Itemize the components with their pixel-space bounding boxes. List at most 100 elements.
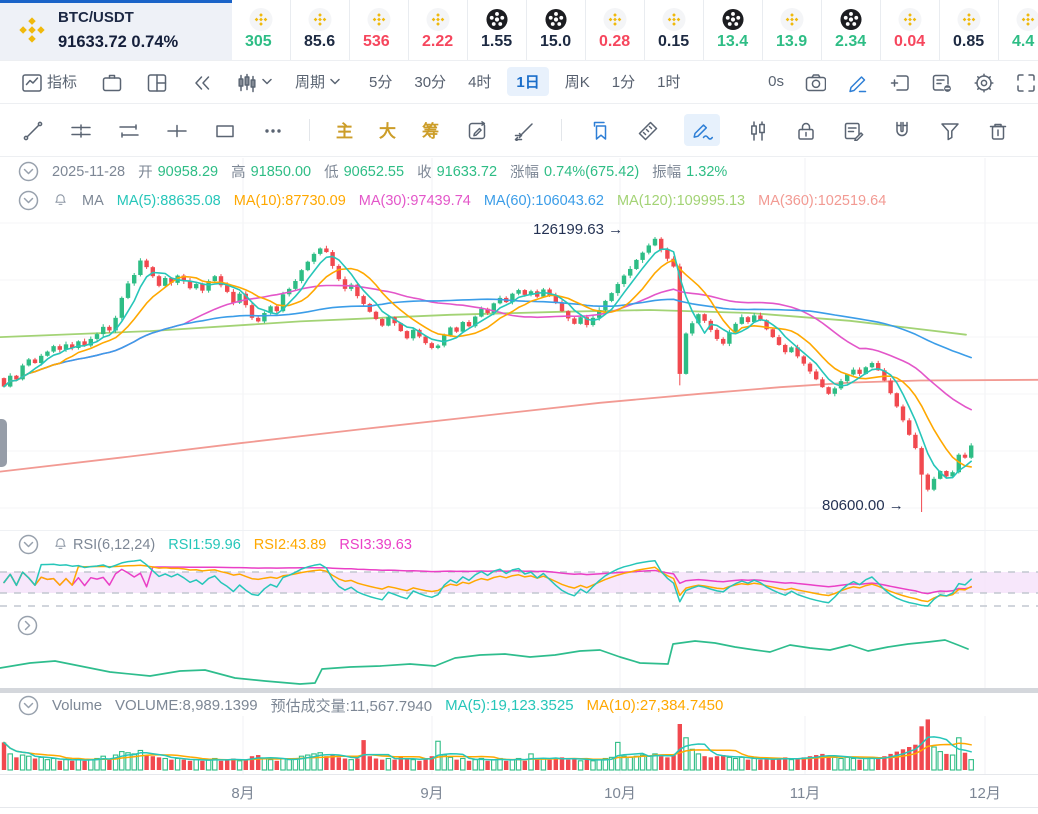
layout-button[interactable] xyxy=(145,71,167,93)
ma-legend-items: MA(5):88635.08 MA(10):87730.09 MA(30):9743… xyxy=(117,193,887,209)
gear-icon xyxy=(974,72,994,93)
ma-legend-item: MA(10):87730.09 xyxy=(233,192,346,209)
lock-drawings-button[interactable] xyxy=(794,119,816,141)
rewind-icon xyxy=(195,75,210,90)
ticker-item[interactable]: 15.0 xyxy=(527,0,586,60)
expand-pane-chevron-icon[interactable] xyxy=(17,615,38,636)
alert-bell-icon[interactable] xyxy=(52,192,69,209)
parallel-line-tool[interactable] xyxy=(117,119,139,141)
indicator-chart-icon xyxy=(22,73,42,92)
freehand-draw-tool[interactable] xyxy=(684,113,720,146)
volume-pane-canvas[interactable] xyxy=(0,716,1038,774)
screenshot-button[interactable] xyxy=(804,71,826,93)
main-chart-canvas[interactable] xyxy=(0,158,1038,530)
indicators-button[interactable]: 指标 xyxy=(20,71,77,93)
rectangle-tool[interactable] xyxy=(213,119,235,141)
bookmark-button[interactable] xyxy=(588,119,610,141)
ticker-item[interactable]: 13.4 xyxy=(704,0,763,60)
timeframe-30分[interactable]: 30分 xyxy=(414,74,447,91)
arrow-right-icon: → xyxy=(888,497,904,514)
drawing-list-button[interactable] xyxy=(842,119,864,141)
rsi-pane-canvas[interactable] xyxy=(0,530,1038,615)
timeframe-周K[interactable]: 周K xyxy=(564,74,590,91)
edit-loop-button[interactable] xyxy=(465,119,487,141)
market-wheel-icon xyxy=(486,8,509,31)
cross-line-icon xyxy=(167,124,187,137)
pane-resize-divider[interactable] xyxy=(0,688,1038,693)
collapse-chevron-icon[interactable] xyxy=(18,534,39,555)
ticker-item[interactable]: 2.22 xyxy=(409,0,468,60)
add-pane-button[interactable] xyxy=(888,71,910,93)
timeframe-1时[interactable]: 1时 xyxy=(657,74,681,91)
period-dropdown[interactable]: 周期 xyxy=(295,71,340,92)
collapsed-indicator-canvas[interactable] xyxy=(0,614,1038,688)
timeframe-4时[interactable]: 4时 xyxy=(468,74,492,91)
binance-icon xyxy=(898,8,922,31)
ticker-item[interactable]: 305 xyxy=(232,0,291,60)
ruler-tool[interactable] xyxy=(636,119,658,141)
settings-button[interactable] xyxy=(972,71,994,93)
binance-icon xyxy=(662,8,686,31)
more-tools-button[interactable] xyxy=(261,119,283,141)
ma-title: MA xyxy=(82,192,104,209)
main-chart-tab[interactable]: 主 xyxy=(336,122,353,141)
trend-line-tool[interactable] xyxy=(21,119,43,141)
axis-month-label: 9月 xyxy=(420,785,444,802)
funnel-icon xyxy=(941,122,959,140)
collapse-chevron-icon[interactable] xyxy=(18,695,39,716)
replay-speed-button[interactable]: 0s xyxy=(768,73,784,90)
add-pane-icon xyxy=(890,74,909,91)
draw-mode-button[interactable] xyxy=(846,71,868,93)
collapse-chevron-icon[interactable] xyxy=(18,190,39,211)
delete-drawings-button[interactable] xyxy=(986,119,1008,141)
chart-style-button[interactable] xyxy=(235,71,272,93)
timeframe-1日[interactable]: 1日 xyxy=(507,67,549,96)
symbol-card[interactable]: BTC/USDT 91633.72 0.74% xyxy=(0,0,232,60)
symbol-card-accent xyxy=(0,0,232,3)
binance-icon xyxy=(603,8,627,31)
volume-title: Volume xyxy=(52,697,103,714)
axis-month-label: 11月 xyxy=(789,785,821,802)
time-axis[interactable]: 8月 9月 10月 11月 12月 xyxy=(0,774,1038,808)
replay-rewind-button[interactable] xyxy=(190,71,212,93)
alert-bell-icon[interactable] xyxy=(52,536,69,553)
ticker-item[interactable]: 2.34 xyxy=(822,0,881,60)
collapse-chevron-icon[interactable] xyxy=(18,161,39,182)
ticker-item[interactable]: 1.55 xyxy=(468,0,527,60)
horizontal-line-tool[interactable] xyxy=(69,119,91,141)
ticker-item[interactable]: 4.4 xyxy=(999,0,1038,60)
ticker-item[interactable]: 0.04 xyxy=(881,0,940,60)
ohlc-close: 91633.72 xyxy=(436,163,498,180)
big-chart-tab[interactable]: 大 xyxy=(379,122,396,141)
ticker-item[interactable]: 536 xyxy=(350,0,409,60)
ohlc-row: 2025-11-28 开 90958.29 高 91850.00 低 90652.55… xyxy=(18,161,727,182)
drawing-toolbar: 主 大 筹 xyxy=(0,103,1038,157)
ticker-item[interactable]: 0.85 xyxy=(940,0,999,60)
ticker-item[interactable]: 85.6 xyxy=(291,0,350,60)
split-layout-icon xyxy=(147,73,167,92)
hide-orders-button[interactable] xyxy=(930,71,952,93)
ticker-price: 4.4 xyxy=(1012,33,1035,50)
ticker-price: 15.0 xyxy=(540,33,572,50)
compare-candles-button[interactable] xyxy=(746,119,768,141)
volume-estimate: 预估成交量:11,567.7940 xyxy=(270,698,433,715)
bookmark-icon xyxy=(593,121,607,140)
timeframe-strip: 5分 30分 4时 1日 周K 1分 1时 xyxy=(363,67,686,96)
chips-tab[interactable]: 筹 xyxy=(422,122,439,141)
ticker-price: 85.6 xyxy=(304,33,336,50)
timeframe-5分[interactable]: 5分 xyxy=(369,74,393,91)
timeframe-1分[interactable]: 1分 xyxy=(611,74,636,91)
ticker-item[interactable]: 0.28 xyxy=(586,0,645,60)
cross-line-tool[interactable] xyxy=(165,119,187,141)
ticker-item[interactable]: 0.15 xyxy=(645,0,704,60)
left-scrollbar-thumb[interactable] xyxy=(0,419,7,467)
measure-tool[interactable] xyxy=(513,119,535,141)
ma-legend-item: MA(360):102519.64 xyxy=(758,192,887,209)
filter-drawings-button[interactable] xyxy=(938,119,960,141)
ticker-item[interactable]: 13.9 xyxy=(763,0,822,60)
magnet-button[interactable] xyxy=(890,119,912,141)
fullscreen-button[interactable] xyxy=(1014,71,1036,93)
backtest-button[interactable] xyxy=(100,71,122,93)
magnet-icon xyxy=(896,121,908,136)
